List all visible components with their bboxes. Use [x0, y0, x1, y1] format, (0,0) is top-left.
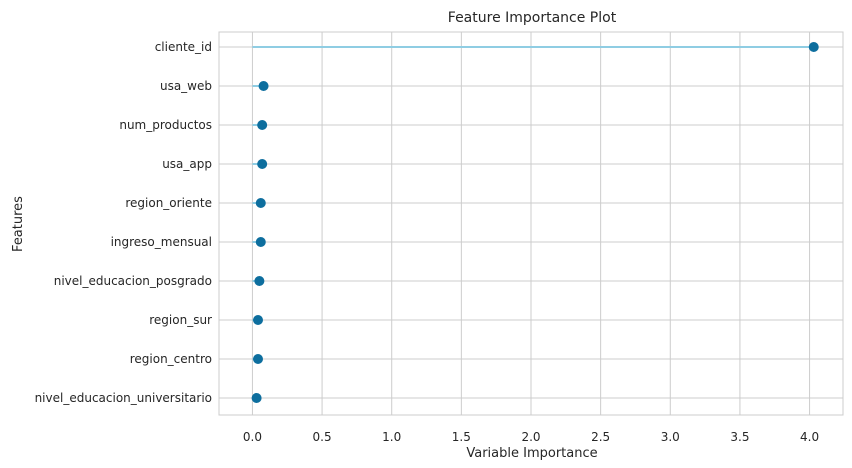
x-tick-label: 1.5 — [452, 430, 471, 444]
marker-num_productos — [257, 120, 268, 130]
marker-region_sur — [253, 315, 263, 325]
y-tick-label: nivel_educacion_posgrado — [54, 274, 212, 288]
y-tick-label: ingreso_mensual — [111, 235, 212, 249]
x-axis-label: Variable Importance — [466, 446, 597, 461]
y-tick-label: usa_app — [162, 157, 212, 171]
marker-region_oriente — [255, 198, 266, 208]
y-tick-label: cliente_id — [155, 40, 212, 54]
x-tick-label: 1.0 — [382, 430, 401, 444]
y-tick-label: region_sur — [149, 313, 212, 327]
x-tick-labels: 0.0 0.5 1.0 1.5 2.0 2.5 3.0 3.5 4.0 — [243, 430, 819, 444]
x-tick-label: 4.0 — [800, 430, 819, 444]
x-tick-label: 0.0 — [243, 430, 262, 444]
y-tick-labels: cliente_id usa_web num_productos usa_appreg… — [35, 40, 212, 405]
plot-frame — [218, 31, 844, 416]
marker-ingreso_mensual — [255, 237, 266, 247]
x-tick-label: 2.5 — [591, 430, 610, 444]
marker-region_centro — [253, 354, 263, 364]
markers — [251, 42, 819, 403]
x-tick-label: 2.0 — [521, 430, 540, 444]
marker-nivel_educacion_posgrado — [254, 276, 265, 286]
marker-nivel_educacion_universitario — [251, 393, 262, 403]
y-tick-label: region_centro — [130, 352, 212, 366]
x-tick-label: 0.5 — [313, 430, 332, 444]
y-tick-label: region_oriente — [125, 196, 212, 210]
y-tick-label: num_productos — [119, 118, 212, 132]
y-tick-label: nivel_educacion_universitario — [35, 391, 212, 405]
y-axis-label: Features — [11, 196, 26, 252]
grid — [219, 32, 843, 415]
x-tick-label: 3.0 — [661, 430, 680, 444]
x-tick-label: 3.5 — [730, 430, 749, 444]
marker-cliente_id — [808, 42, 819, 52]
marker-usa_app — [257, 159, 268, 169]
y-tick-label: usa_web — [160, 79, 212, 93]
marker-usa_web — [258, 81, 269, 91]
stems — [252, 46, 814, 399]
chart-title: Feature Importance Plot — [448, 10, 617, 26]
